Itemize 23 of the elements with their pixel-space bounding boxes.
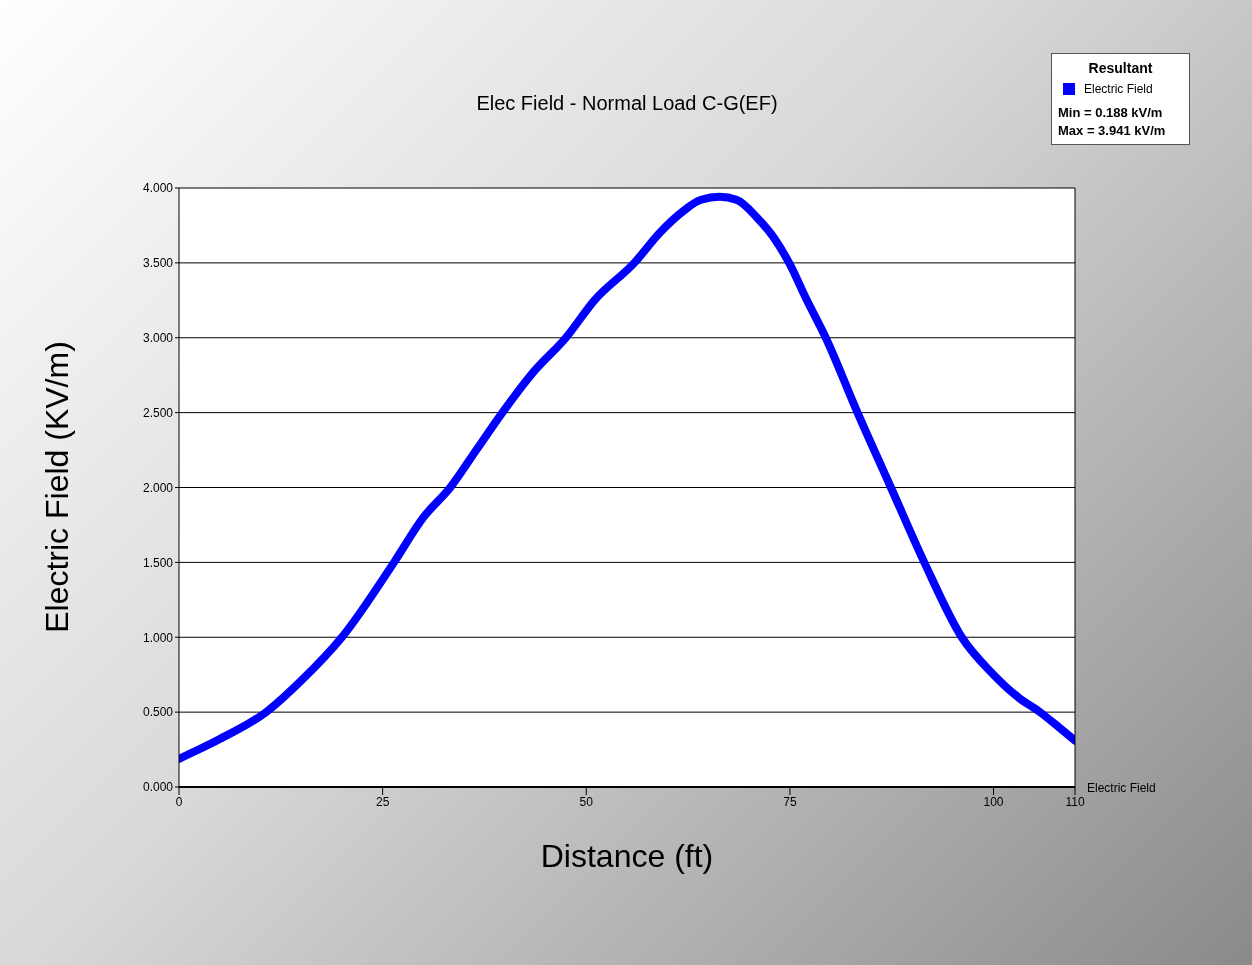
y-tick-label: 4.000 — [142, 181, 174, 196]
x-tick-label: 0 — [175, 794, 183, 809]
y-tick-label: 2.000 — [142, 480, 174, 495]
y-axis-title: Electric Field (KV/m) — [38, 341, 76, 633]
y-tick-label: 0.500 — [142, 705, 174, 720]
x-tick-label: 50 — [579, 794, 594, 809]
text: Electric Field — [1087, 781, 1156, 795]
y-tick-label: 1.500 — [142, 555, 174, 570]
x-tick-label: 100 — [983, 794, 1004, 809]
x-tick-label: 25 — [375, 794, 390, 809]
x-tick-label: 75 — [783, 794, 797, 809]
x-tick-label: 110 — [1065, 794, 1085, 809]
y-tick-label: 2.500 — [142, 405, 174, 420]
y-tick-label: 1.000 — [142, 630, 174, 645]
x-axis-title: Distance (ft) — [539, 838, 715, 875]
text: Max = 3.941 kV/m — [1058, 122, 1167, 140]
legend-title: Resultant — [1087, 60, 1154, 76]
y-tick-label: 3.500 — [142, 256, 174, 271]
y-tick-label: 0.000 — [142, 780, 174, 795]
text: Min = 0.188 kV/m — [1058, 104, 1164, 122]
chart-title: Elec Field - Normal Load C-G(EF) — [476, 92, 778, 114]
y-tick-label: 3.000 — [142, 331, 174, 346]
legend-label: Electric Field — [1084, 82, 1153, 96]
